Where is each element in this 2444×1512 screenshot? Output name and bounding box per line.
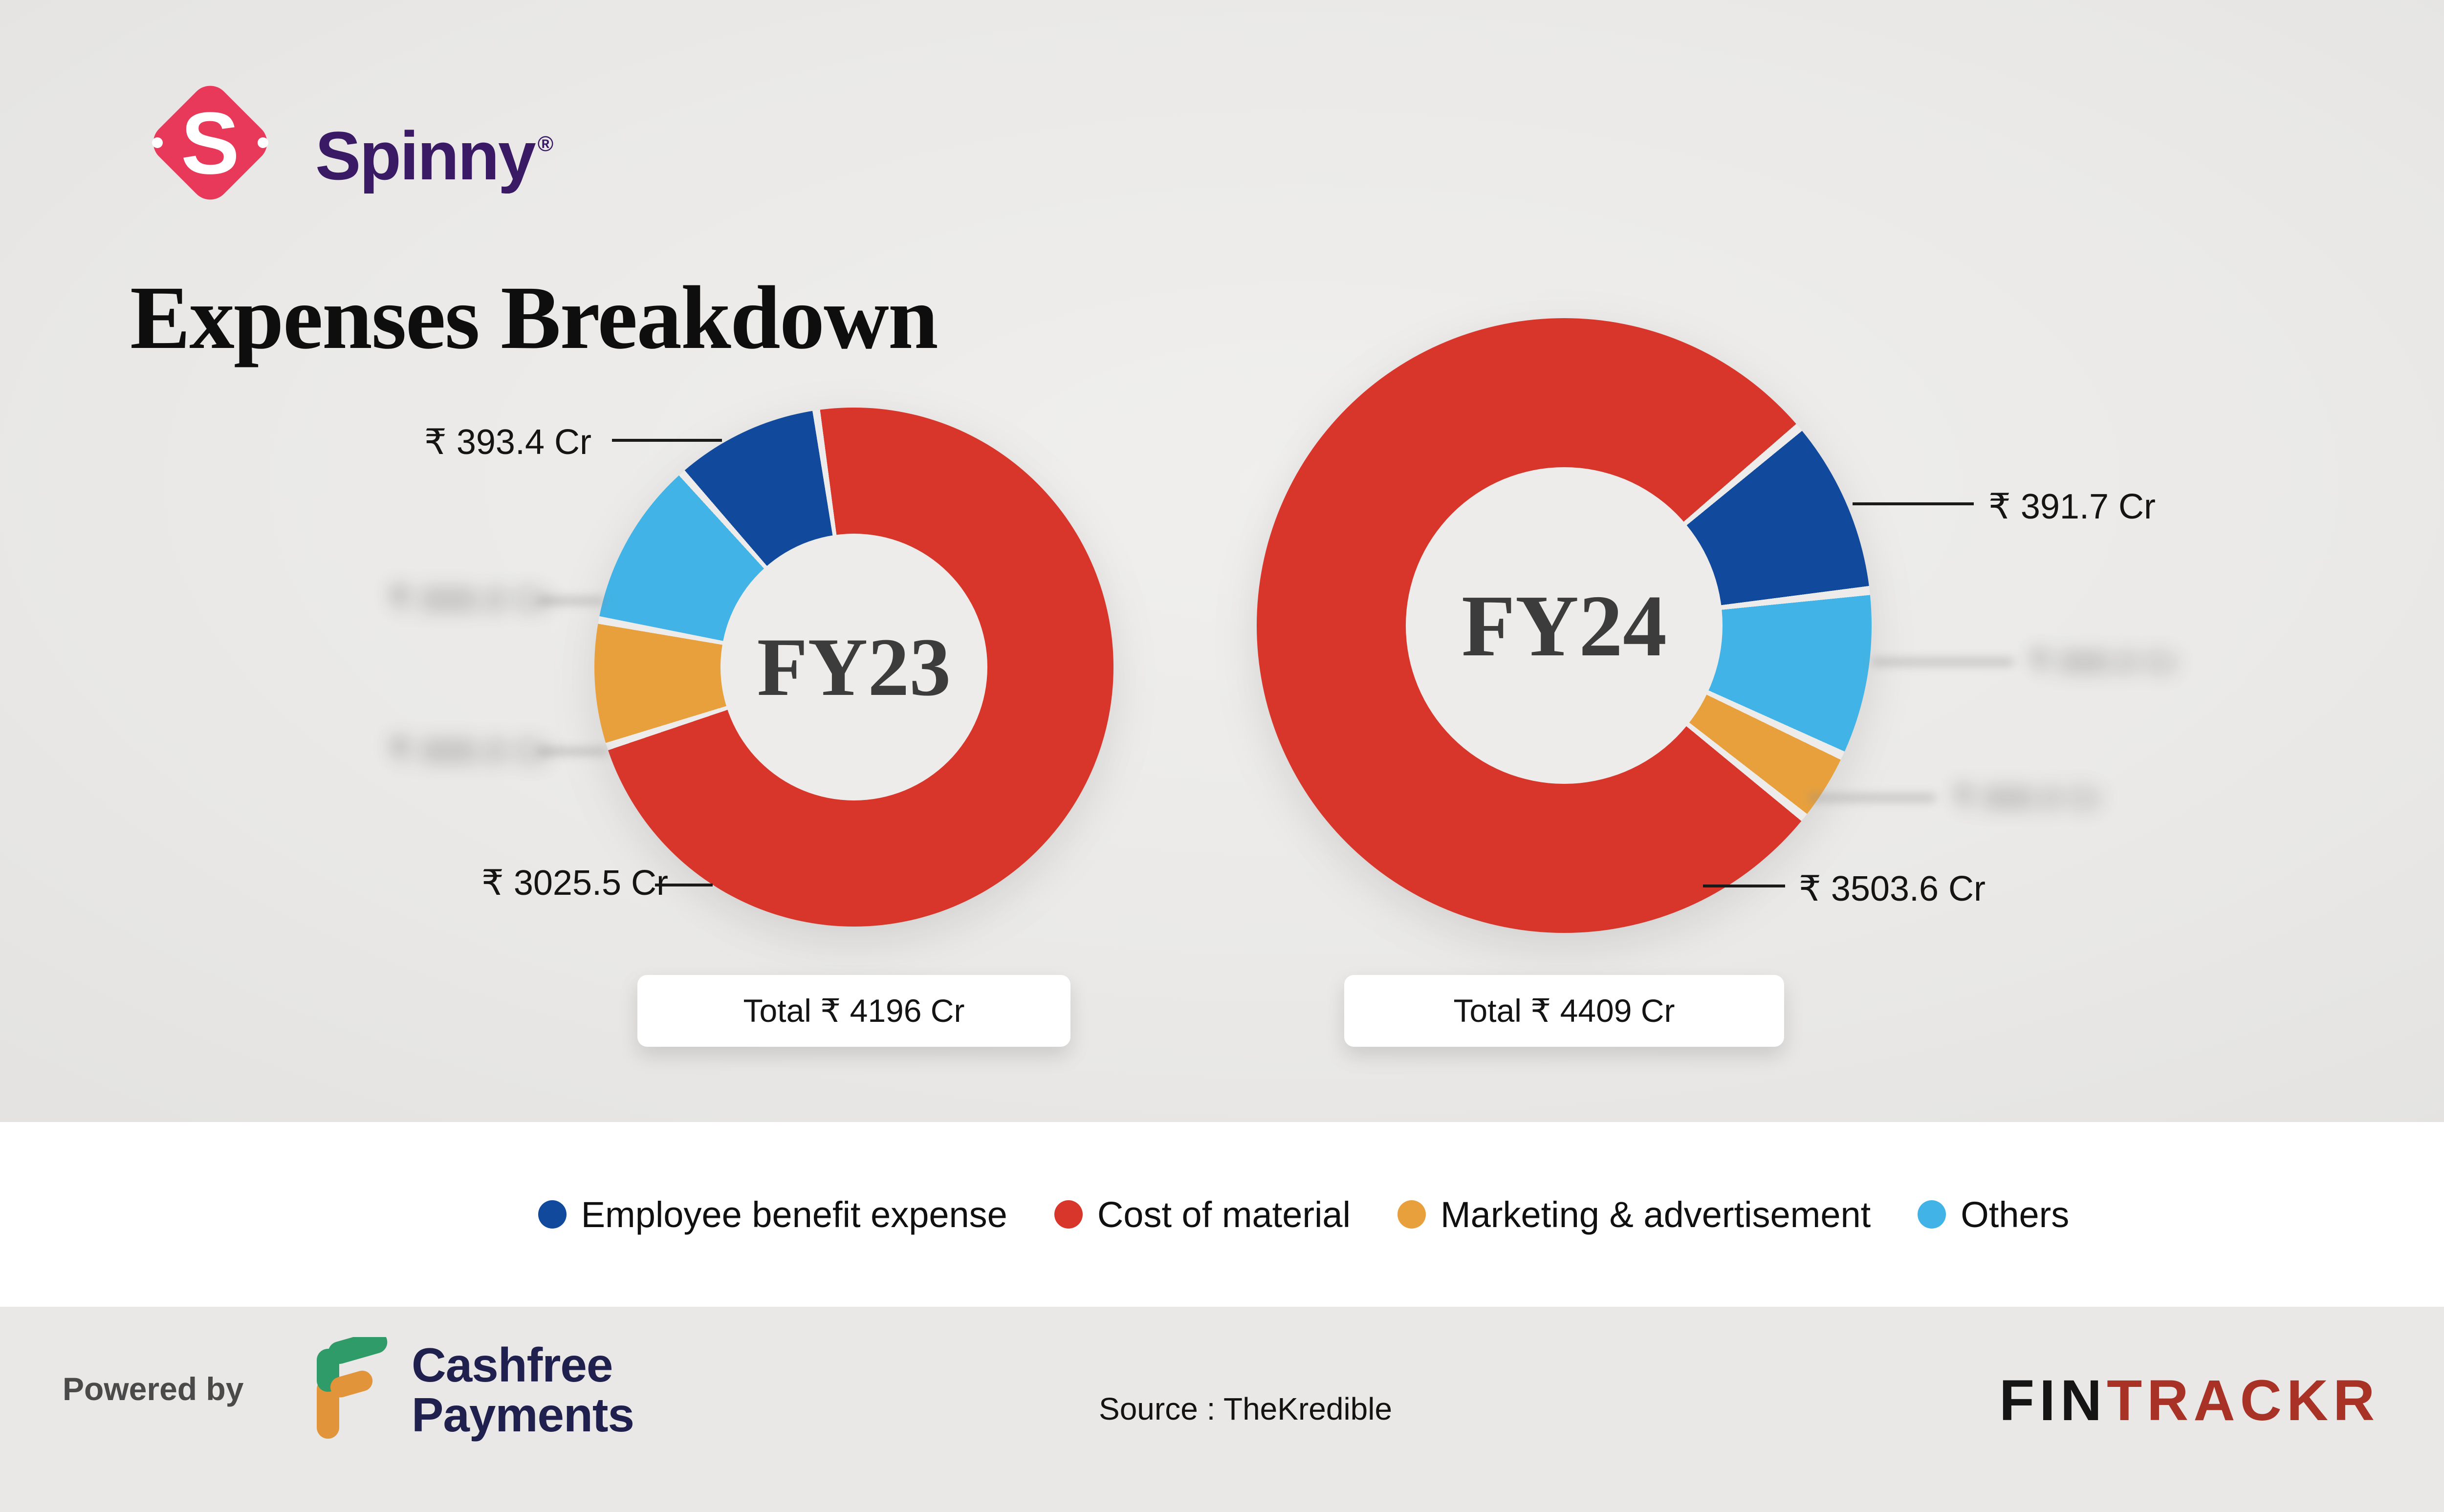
footer [0, 1307, 2444, 1512]
blurred-value-fy23-others: ₹ 000.0 Cr [389, 581, 551, 619]
blurred-callout-line-fy24-others [1871, 660, 2014, 664]
callout-line-fy24-employee [1853, 502, 1974, 505]
callout-line-fy23-employee [612, 439, 722, 442]
legend-label-employee: Employee benefit expense [581, 1194, 1007, 1235]
total-label-fy23: Total ₹ 4196 Cr [743, 993, 965, 1029]
legend-item-marketing: Marketing & advertisement [1397, 1194, 1871, 1235]
brand-name: Spinny [315, 117, 536, 194]
blurred-callout-line-fy23-others [537, 599, 605, 603]
blurred-callout-line-fy24-marketing [1809, 796, 1936, 800]
legend-label-others: Others [1961, 1194, 2070, 1235]
callout-line-fy24-cost [1703, 885, 1785, 887]
source-label: Source : TheKredible [1099, 1391, 1393, 1426]
page-title: Expenses Breakdown [130, 267, 938, 368]
fintrackr-logo: FINTRACKR [1999, 1367, 2379, 1434]
callout-line-fy23-cost [655, 884, 713, 886]
registered-mark: ® [537, 132, 553, 156]
cashfree-line1: Cashfree [412, 1338, 613, 1392]
legend-dot-cost-icon [1054, 1200, 1083, 1229]
svg-text:S: S [181, 94, 240, 193]
legend-item-cost: Cost of material [1054, 1194, 1351, 1235]
donut-hole-fy23: FY23 [720, 534, 987, 800]
callout-value-fy24-employee: ₹ 391.7 Cr [1988, 487, 2156, 526]
callout-value-fy23-cost: ₹ 3025.5 Cr [481, 864, 669, 903]
blurred-value-fy24-others: ₹ 000.0 Cr [2029, 645, 2178, 680]
total-card-fy24: Total ₹ 4409 Cr [1344, 975, 1784, 1047]
blurred-callout-line-fy23-marketing [537, 749, 608, 754]
legend-item-others: Others [1918, 1194, 2069, 1235]
brand-wordmark: Spinny ® [315, 116, 553, 195]
cashfree-line2: Payments [412, 1388, 634, 1442]
blurred-value-fy24-marketing: ₹ 000.0 Cr [1953, 780, 2102, 816]
total-label-fy24: Total ₹ 4409 Cr [1453, 993, 1675, 1029]
donut-chart-fy23: FY23 [594, 408, 1113, 927]
cashfree-wordmark: Cashfree Payments [412, 1340, 634, 1440]
legend-item-employee: Employee benefit expense [538, 1194, 1007, 1235]
year-label-fy23: FY23 [757, 621, 951, 713]
legend-label-marketing: Marketing & advertisement [1440, 1194, 1871, 1235]
legend-dot-marketing-icon [1397, 1200, 1426, 1229]
donut-chart-fy24: FY24 [1257, 318, 1872, 933]
donut-hole-fy24: FY24 [1406, 467, 1723, 784]
spinny-logo-icon: S [152, 86, 268, 200]
cashfree-logo-icon [317, 1337, 388, 1439]
blurred-value-fy23-marketing: ₹ 000.0 Cr [389, 732, 551, 770]
legend: Employee benefit expense Cost of materia… [0, 1122, 2444, 1307]
powered-by-label: Powered by [63, 1371, 244, 1407]
callout-value-fy24-cost: ₹ 3503.6 Cr [1799, 869, 1986, 908]
callout-value-fy23-employee: ₹ 393.4 Cr [424, 423, 591, 462]
legend-dot-employee-icon [538, 1200, 567, 1229]
total-card-fy23: Total ₹ 4196 Cr [637, 975, 1070, 1047]
legend-label-cost: Cost of material [1097, 1194, 1351, 1235]
year-label-fy24: FY24 [1462, 577, 1667, 674]
fintrackr-trackr: TRACKR [2107, 1368, 2380, 1433]
fintrackr-fin: FIN [1999, 1368, 2107, 1433]
legend-dot-others-icon [1918, 1200, 1946, 1229]
